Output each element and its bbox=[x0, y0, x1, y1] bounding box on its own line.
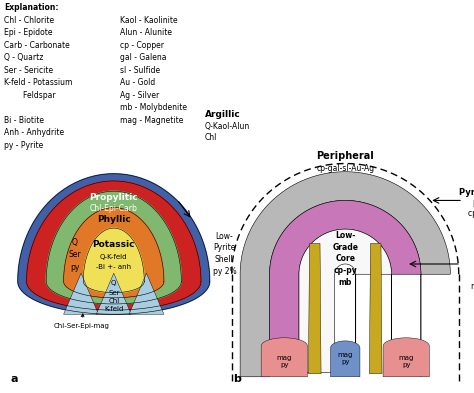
Polygon shape bbox=[240, 172, 450, 377]
Polygon shape bbox=[270, 200, 421, 375]
Text: cp-gal-sl-Au-Ag: cp-gal-sl-Au-Ag bbox=[316, 164, 374, 173]
Polygon shape bbox=[309, 244, 321, 374]
Text: Q - Quartz: Q - Quartz bbox=[4, 53, 44, 62]
Polygon shape bbox=[96, 273, 131, 314]
Text: py: py bbox=[70, 263, 79, 272]
Polygon shape bbox=[330, 341, 360, 377]
Text: a: a bbox=[10, 374, 18, 384]
Text: py - Pyrite: py - Pyrite bbox=[4, 141, 43, 150]
Text: mag
py: mag py bbox=[399, 355, 414, 368]
Text: py 10%
cp .01-3%: py 10% cp .01-3% bbox=[468, 198, 474, 218]
Polygon shape bbox=[18, 174, 210, 314]
Polygon shape bbox=[261, 338, 308, 377]
Text: Ser: Ser bbox=[68, 250, 81, 259]
Text: Chl-Ser-Epi-mag: Chl-Ser-Epi-mag bbox=[54, 314, 109, 329]
Polygon shape bbox=[27, 181, 201, 310]
Text: Ag - Silver: Ag - Silver bbox=[120, 90, 159, 99]
Text: Low-
Pyrite
Shell
py 2%: Low- Pyrite Shell py 2% bbox=[212, 231, 236, 276]
Text: Chl - Chlorite: Chl - Chlorite bbox=[4, 15, 54, 24]
Text: Q-Kaol-Alun: Q-Kaol-Alun bbox=[205, 122, 250, 131]
Text: Au - Gold: Au - Gold bbox=[120, 78, 155, 87]
Text: Explanation:: Explanation: bbox=[4, 3, 58, 12]
Text: Anh - Anhydrite: Anh - Anhydrite bbox=[4, 128, 64, 137]
Text: K-feld: K-feld bbox=[104, 306, 123, 312]
Text: sl - Sulfide: sl - Sulfide bbox=[120, 66, 160, 75]
Text: Low-
Grade
Core
cp-py
mb: Low- Grade Core cp-py mb bbox=[332, 231, 358, 287]
Text: Argillic: Argillic bbox=[205, 110, 241, 119]
Text: Pyrite Shell: Pyrite Shell bbox=[459, 188, 474, 197]
Text: Potassic: Potassic bbox=[92, 240, 135, 249]
Polygon shape bbox=[64, 208, 164, 298]
Text: Ser - Sericite: Ser - Sericite bbox=[4, 66, 53, 75]
Text: mag
py: mag py bbox=[337, 352, 353, 365]
Text: K-feld - Potassium: K-feld - Potassium bbox=[4, 78, 73, 87]
Text: -Bi +- anh: -Bi +- anh bbox=[96, 264, 131, 270]
Polygon shape bbox=[369, 244, 382, 374]
Text: Feldspar: Feldspar bbox=[4, 90, 55, 99]
Text: Chl-Epi-Carb: Chl-Epi-Carb bbox=[90, 204, 138, 213]
Text: Chl: Chl bbox=[108, 298, 119, 304]
Text: Chl: Chl bbox=[205, 133, 218, 142]
Text: Phyllic: Phyllic bbox=[97, 215, 131, 224]
Text: Carb - Carbonate: Carb - Carbonate bbox=[4, 40, 70, 50]
Text: Bi - Biotite: Bi - Biotite bbox=[4, 116, 44, 125]
Text: Propylitic: Propylitic bbox=[90, 193, 138, 202]
Polygon shape bbox=[383, 338, 429, 377]
Text: Q: Q bbox=[111, 281, 117, 286]
Polygon shape bbox=[129, 273, 164, 314]
Text: Peripheral: Peripheral bbox=[316, 151, 374, 162]
Text: cp - Copper: cp - Copper bbox=[120, 40, 164, 50]
Text: Ore
Shell
py 1%
cp 1-3%
mb .003%: Ore Shell py 1% cp 1-3% mb .003% bbox=[471, 237, 474, 291]
Text: b: b bbox=[233, 374, 241, 384]
Text: Ser: Ser bbox=[108, 290, 119, 296]
Polygon shape bbox=[46, 191, 182, 304]
Text: mag - Magnetite: mag - Magnetite bbox=[120, 116, 183, 125]
Polygon shape bbox=[299, 229, 392, 373]
Text: Q: Q bbox=[72, 238, 77, 247]
Text: mag
py: mag py bbox=[277, 355, 292, 368]
Text: gal - Galena: gal - Galena bbox=[120, 53, 166, 62]
Text: Kaol - Kaolinite: Kaol - Kaolinite bbox=[120, 15, 178, 24]
Polygon shape bbox=[64, 273, 99, 314]
Text: mb - Molybdenite: mb - Molybdenite bbox=[120, 103, 187, 112]
Text: Q-K-feld: Q-K-feld bbox=[100, 254, 128, 260]
Text: Epi - Epidote: Epi - Epidote bbox=[4, 28, 53, 37]
Text: Alun - Alunite: Alun - Alunite bbox=[120, 28, 172, 37]
Polygon shape bbox=[83, 228, 144, 293]
